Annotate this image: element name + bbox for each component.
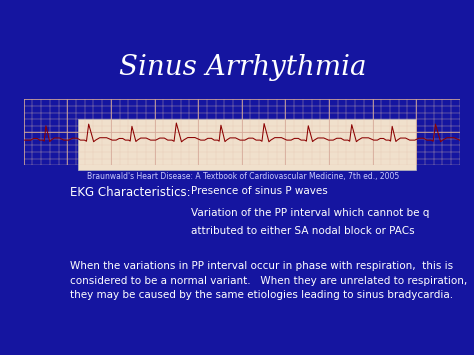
Text: Braunwald's Heart Disease: A Textbook of Cardiovascular Medicine, 7th ed., 2005: Braunwald's Heart Disease: A Textbook of… <box>87 173 399 181</box>
Text: Presence of sinus P waves: Presence of sinus P waves <box>191 186 328 196</box>
Text: attributed to either SA nodal block or PACs: attributed to either SA nodal block or P… <box>191 226 415 236</box>
Text: Variation of the PP interval which cannot be q: Variation of the PP interval which canno… <box>191 208 430 218</box>
Text: EKG Characteristics:: EKG Characteristics: <box>70 186 191 199</box>
FancyBboxPatch shape <box>78 119 416 170</box>
Text: Sinus Arrhythmia: Sinus Arrhythmia <box>119 54 367 81</box>
Text: When the variations in PP interval occur in phase with respiration,  this is
con: When the variations in PP interval occur… <box>70 261 467 300</box>
